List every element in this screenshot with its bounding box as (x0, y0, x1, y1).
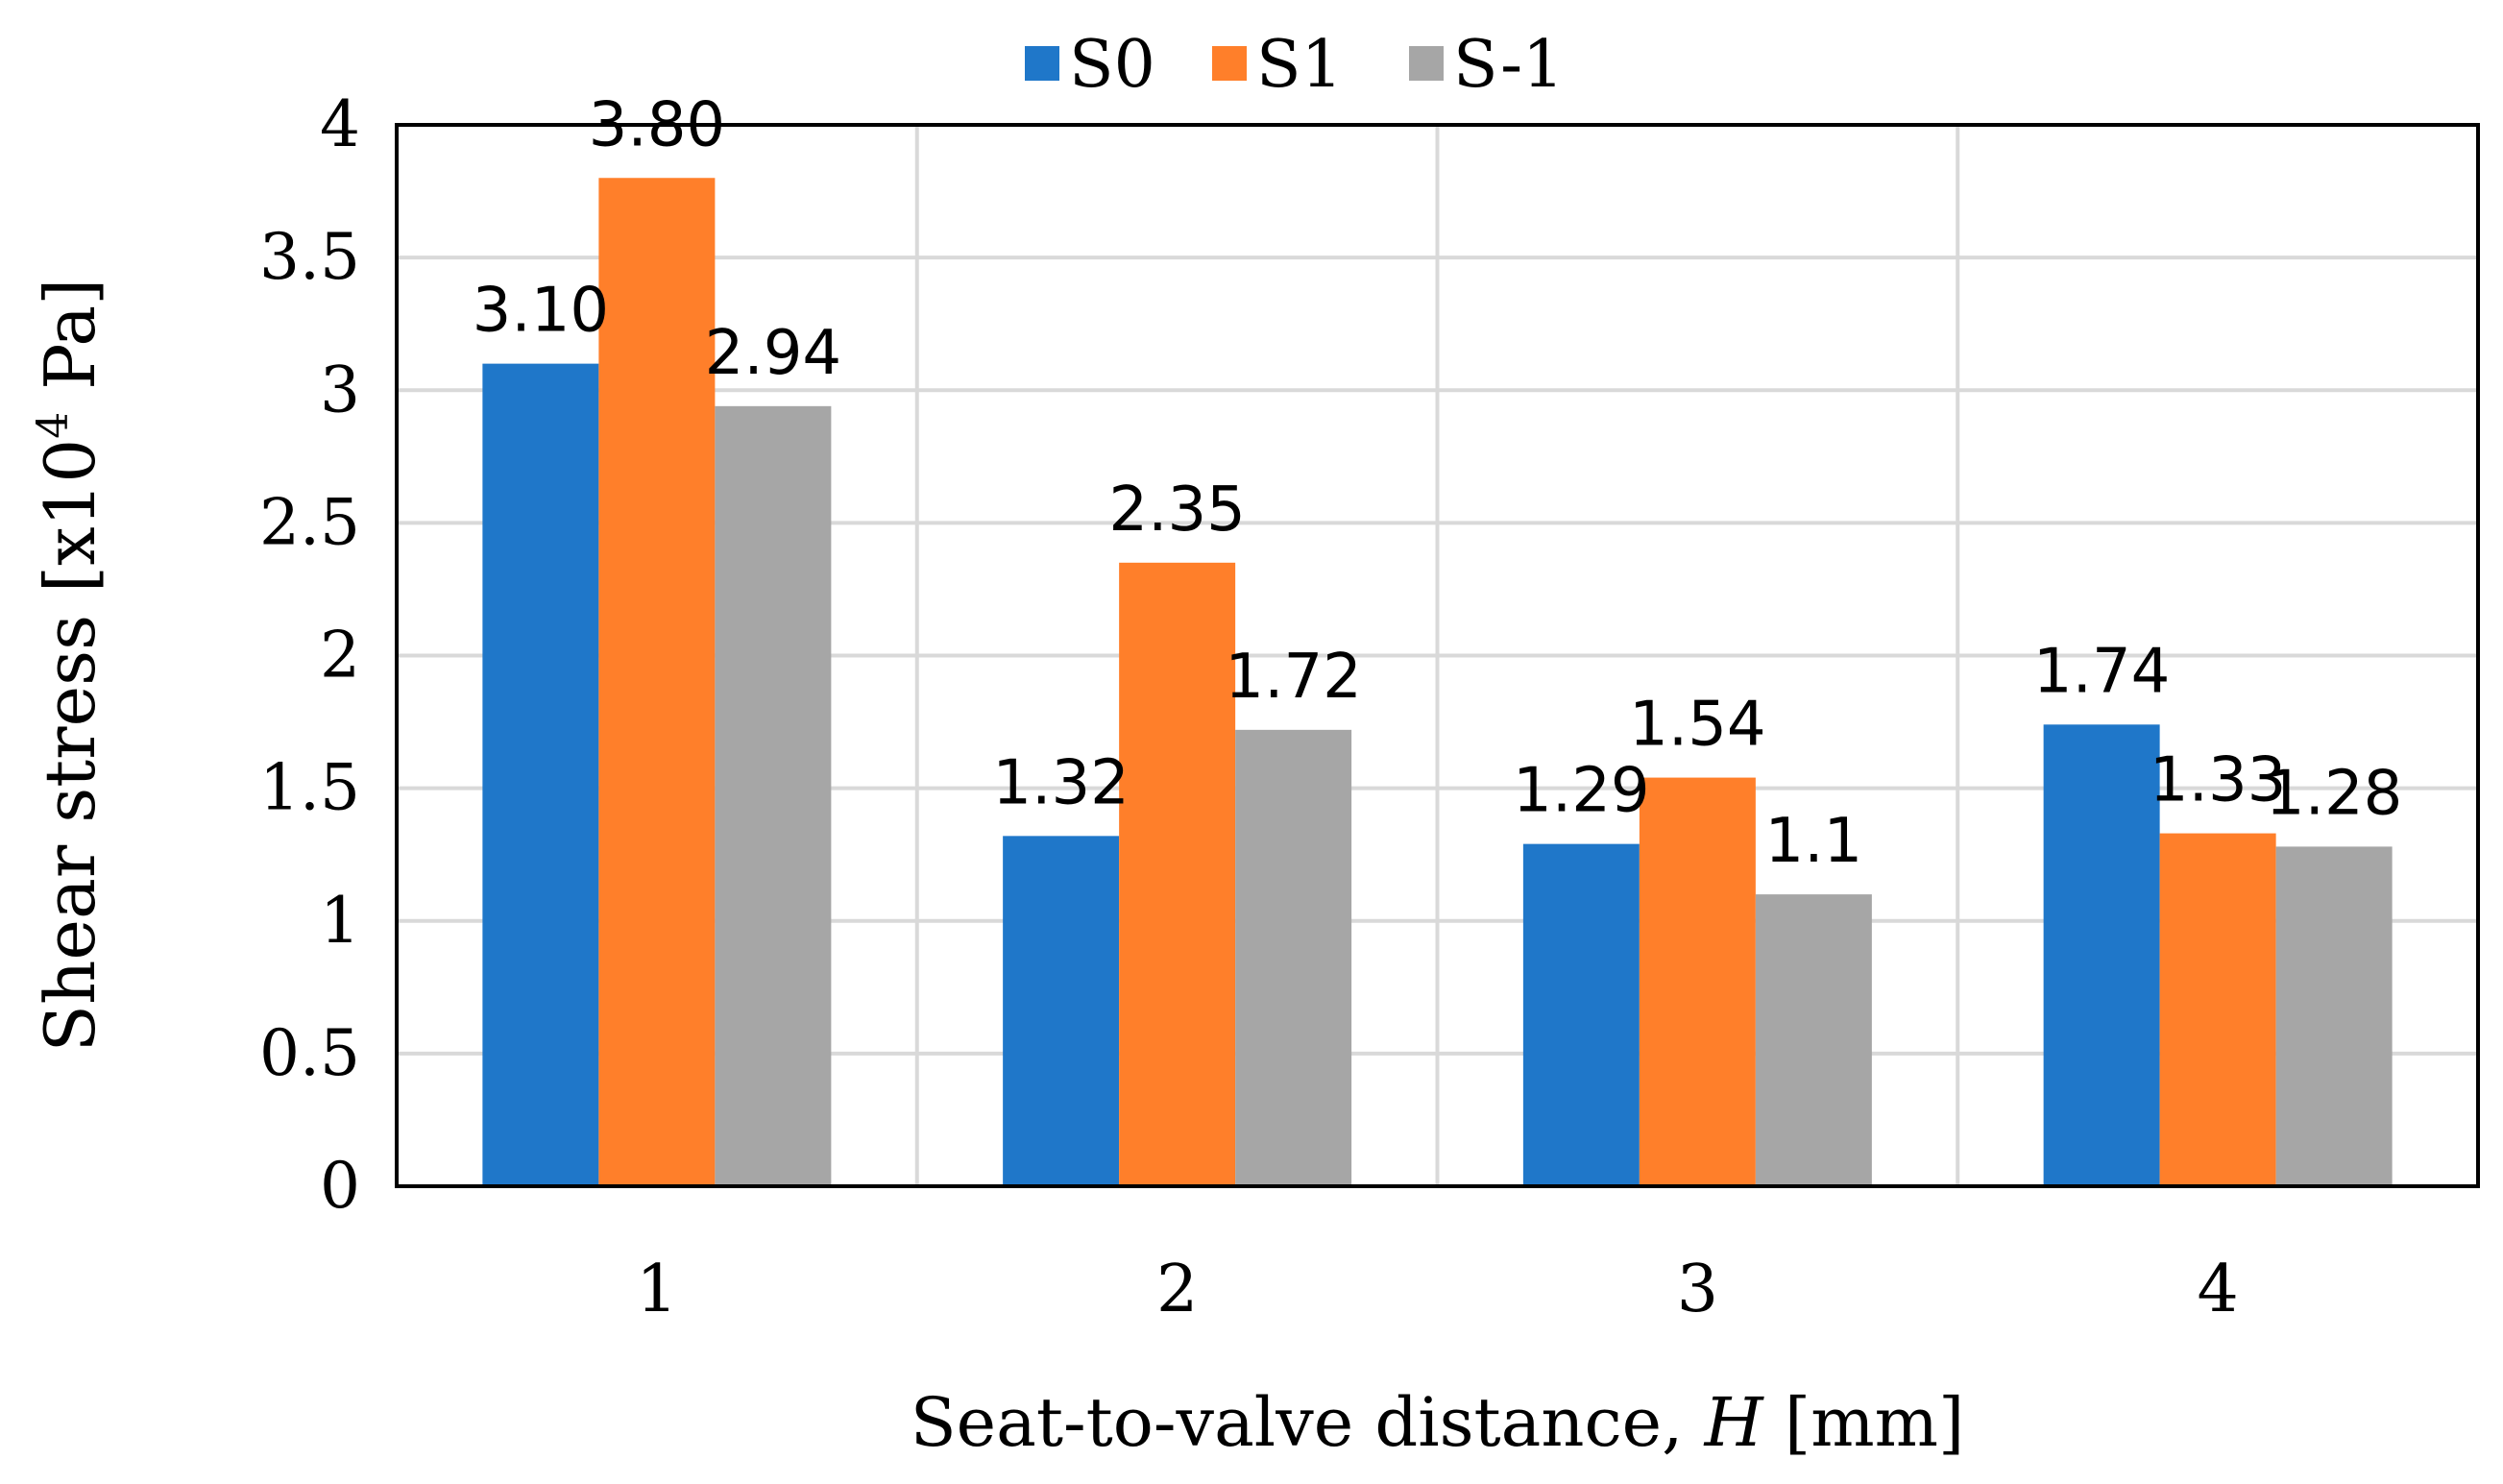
data-label-S0-2: 1.32 (992, 747, 1130, 818)
y-tick-label: 0 (320, 1149, 360, 1223)
bar-S1-2 (1119, 562, 1236, 1186)
data-label-S1-2: 2.35 (1108, 474, 1246, 546)
bar-S-1-4 (2275, 846, 2393, 1186)
x-tick-label: 3 (1677, 1252, 1718, 1327)
bar-S1-1 (598, 178, 716, 1186)
plot-frame (395, 123, 2480, 1188)
x-axis-label-main: Seat-to-valve distance, (911, 1383, 1705, 1462)
bar-S0-1 (482, 363, 599, 1186)
x-tick-label: 1 (636, 1252, 677, 1327)
legend-label-S0: S0 (1069, 27, 1155, 103)
y-axis-label-sup: 4 (29, 412, 78, 439)
data-label-S-1-2: 1.72 (1225, 642, 1362, 713)
y-tick-label: 1.5 (259, 751, 360, 825)
y-tick-labels: 0 0.5 1 1.5 2 2.5 3 3.5 4 (259, 87, 360, 1223)
data-label-S-1-4: 1.28 (2266, 758, 2403, 829)
x-tick-labels: 1 2 3 4 (636, 1252, 2239, 1327)
x-axis-label-italic: H (1703, 1383, 1765, 1462)
bar-S0-2 (1003, 836, 1120, 1186)
legend-label-S1: S1 (1256, 27, 1343, 103)
legend-swatch-S1 (1212, 46, 1247, 81)
x-tick-label: 2 (1156, 1252, 1198, 1327)
bar-S1-4 (2159, 833, 2276, 1186)
data-label-S1-1: 3.80 (589, 89, 726, 160)
data-label-S0-3: 1.29 (1513, 756, 1650, 827)
x-axis-label: Seat-to-valve distance, H [mm] (911, 1383, 1965, 1462)
bars-group (482, 178, 2393, 1186)
bar-S0-3 (1522, 843, 1640, 1186)
data-label-S1-4: 1.33 (2150, 745, 2287, 816)
data-label-S0-4: 1.74 (2033, 636, 2171, 707)
y-tick-label: 1 (320, 884, 360, 958)
y-tick-label: 3 (320, 353, 360, 426)
y-axis-label: Shear stress [x104 Pa] (29, 279, 110, 1053)
bar-S-1-2 (1235, 729, 1352, 1186)
y-tick-label: 0.5 (259, 1016, 360, 1090)
bar-S0-4 (2043, 724, 2160, 1186)
x-tick-label: 4 (2197, 1252, 2238, 1327)
bar-S1-3 (1639, 777, 1756, 1186)
y-tick-label: 2.5 (259, 485, 360, 559)
y-axis-label-tail: Pa] (30, 279, 110, 412)
y-axis-label-main: Shear stress [x10 (30, 439, 110, 1053)
bar-S-1-3 (1755, 894, 1872, 1186)
data-label-S-1-3: 1.1 (1764, 806, 1862, 877)
legend-swatch-S0 (1025, 46, 1059, 81)
y-tick-label: 4 (320, 87, 360, 161)
legend: S0 S1 S-1 (1025, 27, 1564, 103)
legend-swatch-S-1 (1409, 46, 1444, 81)
data-label-S0-1: 3.10 (473, 276, 610, 347)
data-label-S1-3: 1.54 (1629, 690, 1766, 761)
value-labels-group: 3.10 3.80 2.94 1.32 2.35 1.72 1.291.54 1.1 1.74 1… (473, 89, 2403, 877)
x-axis-label-tail: [mm] (1763, 1383, 1965, 1462)
bar-S-1-1 (715, 405, 832, 1186)
y-tick-label: 3.5 (259, 220, 360, 294)
data-label-S-1-1: 2.94 (705, 318, 842, 389)
legend-label-S-1: S-1 (1453, 27, 1564, 103)
y-tick-label: 2 (320, 619, 360, 693)
